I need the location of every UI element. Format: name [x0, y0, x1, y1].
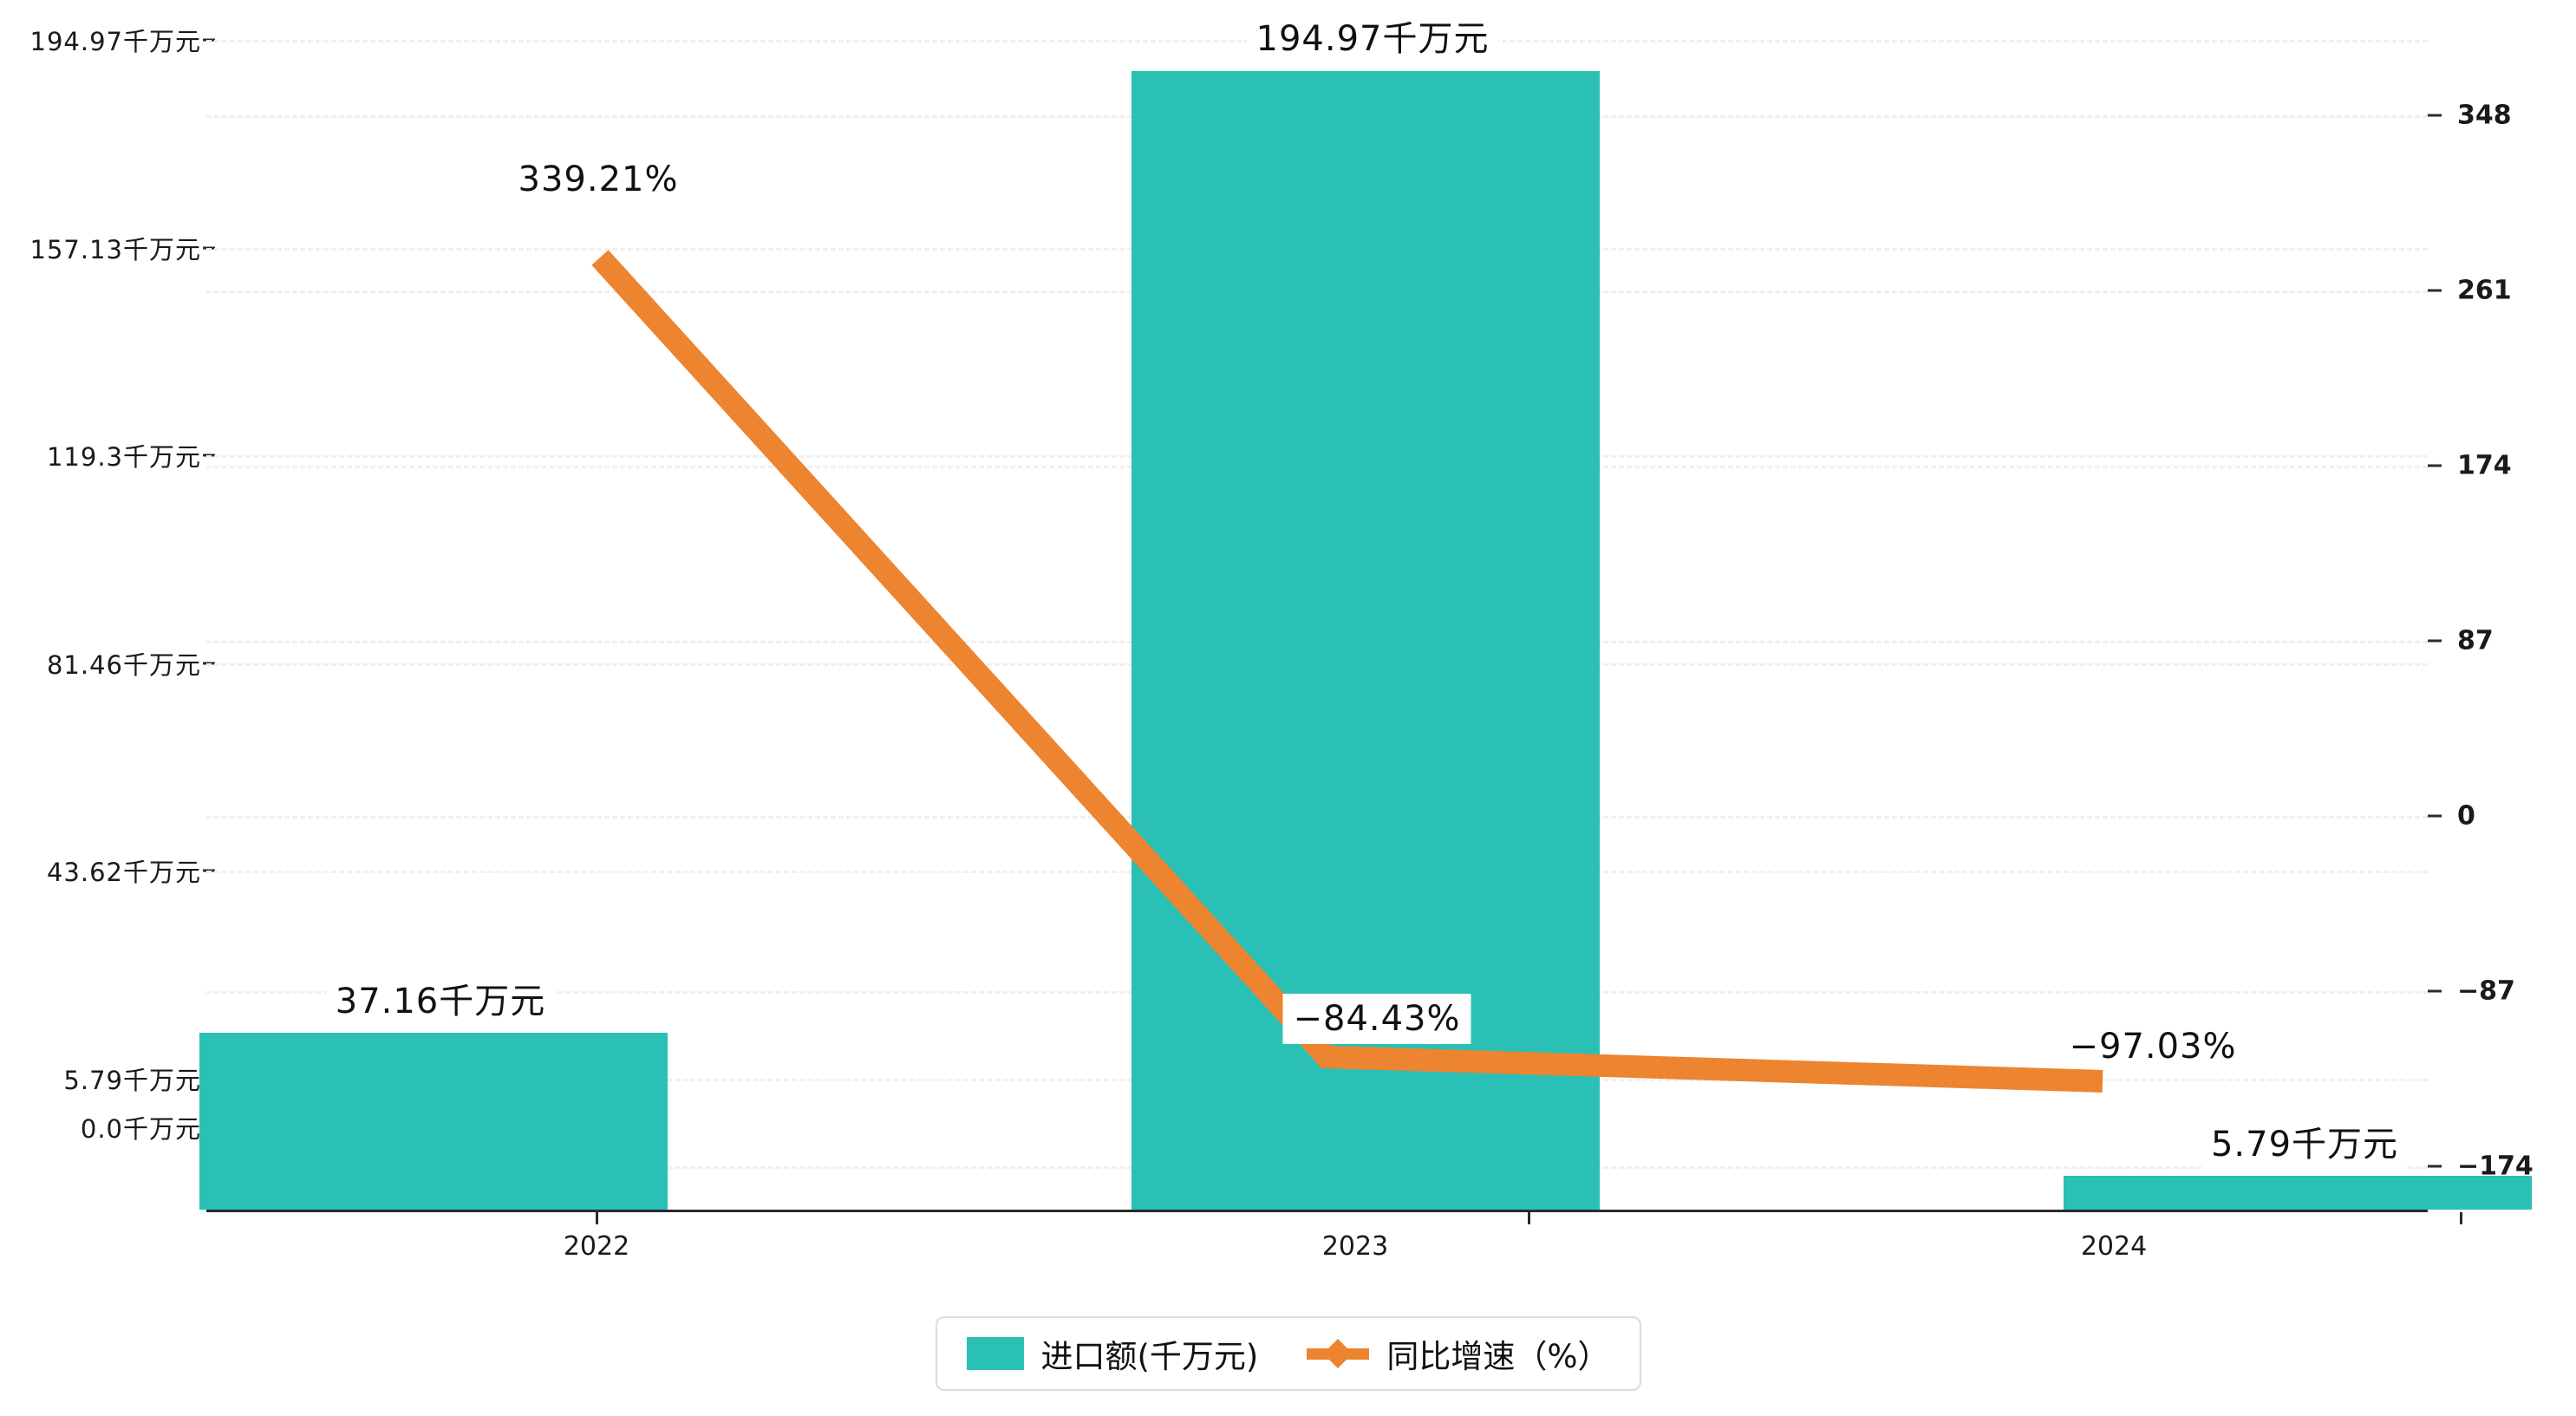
y-axis-right-tick-mark	[2428, 114, 2442, 117]
y-axis-right-tick-mark	[2428, 814, 2442, 818]
y-axis-right-tick-mark	[2428, 989, 2442, 993]
chart-legend: 进口额(千万元) 同比增速（%）	[935, 1316, 1641, 1391]
y-axis-left-tick-label: 194.97千万元	[29, 27, 201, 56]
y-axis-left-tick-label: 157.13千万元	[29, 235, 201, 264]
x-axis-tick-label-2024: 2024	[2080, 1231, 2148, 1262]
legend-item-label: 同比增速（%）	[1386, 1338, 1610, 1375]
y-axis-right-tick-label: 0	[2457, 800, 2475, 832]
y-axis-right: 348 261 174 87 0 −87 −174	[2428, 9, 2575, 1210]
x-axis-tick-mark	[1528, 1212, 1530, 1224]
legend-item-yoy-growth[interactable]: 同比增速（%）	[1307, 1330, 1610, 1377]
y-axis-right-tick-label: 174	[2457, 450, 2512, 481]
y-axis-right-tick-mark	[2428, 639, 2442, 643]
x-axis-tick-label-2022: 2022	[563, 1231, 630, 1262]
y-axis-right-tick-label: −174	[2457, 1151, 2534, 1182]
line-data-label-2023: −84.43%	[1282, 994, 1471, 1044]
legend-item-import-value[interactable]: 进口额(千万元)	[966, 1330, 1258, 1377]
y-axis-left-tick-label: 43.62千万元	[46, 858, 201, 887]
y-axis-right-tick-label: 348	[2457, 100, 2512, 131]
y-axis-left: 194.97千万元 157.13千万元 119.3千万元 81.46千万元 43…	[0, 9, 201, 1210]
y-axis-right-tick-label: −87	[2457, 976, 2515, 1007]
bar-2024[interactable]	[2064, 1176, 2532, 1210]
bar-data-label-2023: 194.97千万元	[1247, 7, 1498, 64]
bar-data-label-2024: 5.79千万元	[2201, 1113, 2408, 1170]
y-axis-left-tick-label: 0.0千万元	[80, 1114, 201, 1144]
legend-diamond-marker-icon	[1323, 1339, 1353, 1368]
y-axis-right-tick-mark	[2428, 289, 2442, 292]
y-axis-left-tick-label: 5.79千万元	[63, 1066, 201, 1095]
bar-data-label-2022: 37.16千万元	[326, 969, 555, 1027]
x-axis-tick-mark	[2460, 1212, 2462, 1224]
bar-2022[interactable]	[199, 1033, 668, 1210]
y-axis-right-tick-label: 87	[2457, 625, 2494, 656]
x-axis-tick-label-2023: 2023	[1321, 1231, 1389, 1262]
y-axis-right-tick-label: 261	[2457, 275, 2512, 306]
x-axis-tick-mark	[596, 1212, 598, 1224]
y-axis-right-tick-mark	[2428, 1165, 2442, 1168]
line-data-label-2022: 339.21%	[518, 160, 679, 199]
legend-line-swatch-icon	[1307, 1337, 1370, 1370]
legend-bar-swatch-icon	[966, 1337, 1024, 1370]
x-axis-line	[206, 1210, 2428, 1212]
y-axis-left-tick-label: 119.3千万元	[46, 442, 201, 472]
y-axis-right-tick-mark	[2428, 464, 2442, 467]
line-data-label-2024: −97.03%	[2069, 1027, 2237, 1067]
y-axis-left-tick-label: 81.46千万元	[46, 650, 201, 680]
legend-item-label: 进口额(千万元)	[1040, 1338, 1259, 1375]
